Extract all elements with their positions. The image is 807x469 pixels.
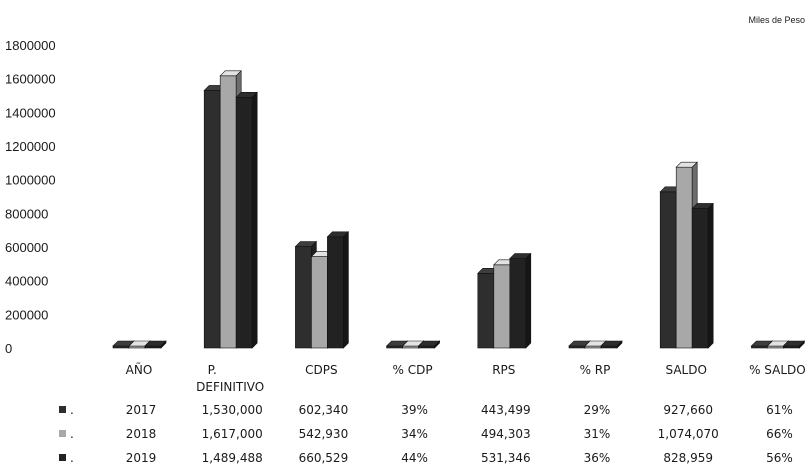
- x-category-label: RPS: [492, 363, 515, 377]
- bar: [235, 91, 258, 349]
- table-cell: 542,930: [299, 427, 349, 441]
- table-row: . 2018 1,617,000 542,930 34% 494,303 31% 1,074,…: [59, 427, 793, 441]
- bar: [782, 340, 806, 349]
- x-category-label: SALDO: [665, 363, 706, 377]
- x-axis: AÑO P. DEFINITIVO CDPS % CDP RPS % RP SALDO % SA…: [126, 362, 806, 394]
- table-cell: 1,074,070: [658, 427, 719, 441]
- table-cell: 61%: [766, 403, 793, 417]
- table-cell: 36%: [584, 451, 611, 465]
- x-category-label: % CDP: [393, 363, 433, 377]
- table-cell: 927,660: [663, 403, 713, 417]
- bar: [600, 340, 623, 349]
- legend-marker: .: [70, 403, 74, 417]
- data-table: . 2017 1,530,000 602,340 39% 443,499 29% 927,66…: [59, 403, 793, 465]
- table-cell: 34%: [401, 427, 428, 441]
- legend-swatch: [59, 454, 66, 461]
- y-tick-label: 600000: [5, 240, 48, 255]
- table-row: . 2017 1,530,000 602,340 39% 443,499 29% 927,66…: [59, 403, 793, 417]
- legend-marker: .: [70, 427, 74, 441]
- y-tick-label: 800000: [5, 206, 48, 221]
- table-cell: 2018: [126, 427, 157, 441]
- y-tick-label: 1400000: [5, 105, 56, 120]
- table-cell: 531,346: [481, 451, 531, 465]
- bar: [144, 340, 167, 349]
- x-category-label: % RP: [580, 363, 611, 377]
- bar-group: [112, 70, 806, 349]
- table-cell: 1,617,000: [202, 427, 263, 441]
- unit-label: Miles de Peso: [748, 15, 805, 25]
- table-cell: 828,959: [663, 451, 713, 465]
- legend-swatch: [59, 406, 66, 413]
- table-cell: 1,530,000: [202, 403, 263, 417]
- y-tick-label: 1000000: [5, 173, 56, 188]
- y-axis: 0 200000 400000 600000 800000 1000000 1200000 1…: [5, 38, 56, 356]
- table-cell: 39%: [401, 403, 428, 417]
- y-tick-label: 1800000: [5, 38, 56, 53]
- bar: [691, 202, 714, 349]
- y-tick-label: 200000: [5, 307, 48, 322]
- bar: [509, 252, 532, 349]
- table-cell: 443,499: [481, 403, 531, 417]
- x-category-label: % SALDO: [749, 363, 806, 377]
- table-cell: 66%: [766, 427, 793, 441]
- bar: [326, 231, 350, 349]
- table-cell: 2019: [126, 451, 157, 465]
- y-tick-label: 1600000: [5, 72, 56, 87]
- table-cell: 44%: [401, 451, 428, 465]
- y-tick-label: 0: [5, 341, 12, 356]
- legend-swatch: [59, 430, 66, 437]
- x-category-label: AÑO: [126, 362, 153, 377]
- table-cell: 2017: [126, 403, 157, 417]
- legend-marker: .: [70, 451, 74, 465]
- y-tick-label: 400000: [5, 274, 48, 289]
- table-cell: 494,303: [481, 427, 531, 441]
- table-cell: 1,489,488: [202, 451, 263, 465]
- table-row: . 2019 1,489,488 660,529 44% 531,346 36% 828,95…: [59, 451, 793, 465]
- table-cell: 29%: [584, 403, 611, 417]
- x-category-label: P. DEFINITIVO: [196, 363, 264, 394]
- table-cell: 56%: [766, 451, 793, 465]
- x-category-label: CDPS: [305, 363, 337, 377]
- table-cell: 31%: [584, 427, 611, 441]
- table-cell: 602,340: [299, 403, 349, 417]
- table-cell: 660,529: [299, 451, 349, 465]
- y-tick-label: 1200000: [5, 139, 56, 154]
- bar: [417, 340, 441, 349]
